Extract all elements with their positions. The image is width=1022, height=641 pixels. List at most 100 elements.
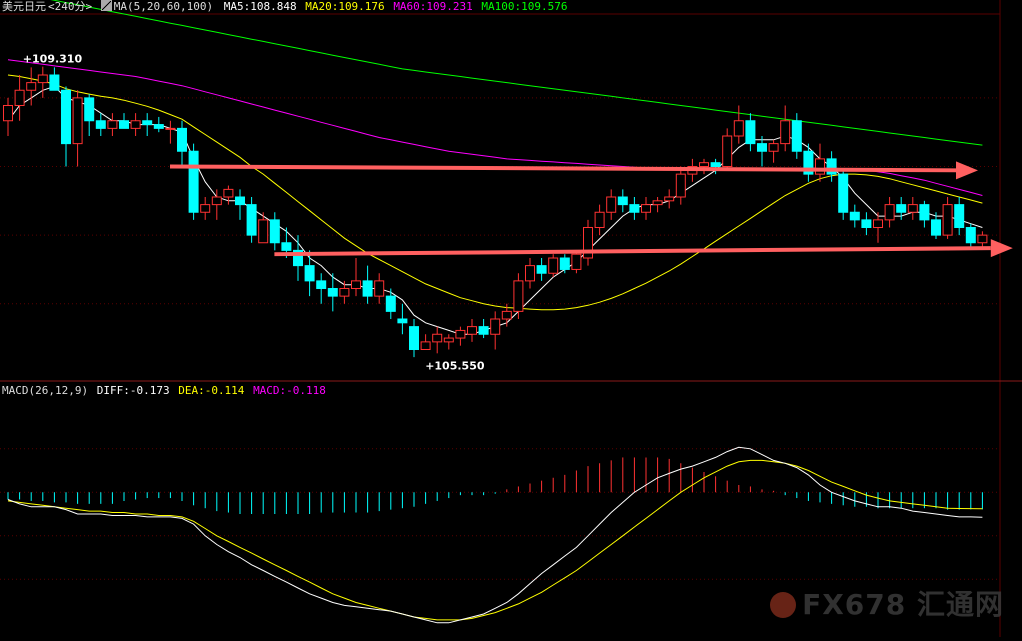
candle-body — [490, 318, 501, 335]
candle-body — [37, 74, 48, 84]
candle-body — [409, 326, 419, 350]
candle-body — [838, 173, 849, 213]
candle-body — [200, 204, 211, 213]
candle-body — [733, 120, 744, 137]
macd-header: MACD(26,12,9) DIFF:-0.173 DEA:-0.114 MAC… — [2, 384, 328, 398]
candle-body — [977, 234, 988, 244]
resistance-line — [169, 164, 957, 173]
ma20-line — [7, 74, 983, 311]
watermark-text: FX678 汇通网 — [802, 588, 1004, 621]
candle-body — [3, 105, 13, 122]
symbol-label: 美元日元 — [2, 0, 46, 13]
ma-params-text: MA(5,20,60,100) — [113, 0, 214, 13]
candle-body — [351, 280, 361, 289]
macd-value-label: MACD:-0.118 — [253, 384, 326, 397]
macd-params-label: MACD(26,12,9) — [2, 384, 89, 397]
candle-body — [664, 196, 675, 202]
ma5-label: MA5:108.848 — [223, 0, 297, 13]
watermark: FX678 汇通网 — [770, 583, 1004, 623]
watermark-logo-icon — [770, 592, 797, 618]
candle-body — [501, 310, 512, 320]
candle-body — [699, 162, 709, 167]
candle-body — [72, 97, 83, 145]
candle-body — [362, 280, 373, 297]
candle-body — [931, 219, 941, 236]
candle-body — [722, 135, 733, 167]
dea-label: DEA:-0.114 — [178, 384, 245, 397]
candle-body — [942, 204, 953, 236]
candle-body — [629, 204, 640, 213]
candle-body — [791, 120, 802, 152]
candle-body — [525, 265, 535, 282]
candle-body — [606, 196, 617, 213]
candle-body — [61, 89, 71, 145]
ma5-line — [7, 85, 983, 335]
candle-body — [954, 204, 965, 228]
candle-body — [188, 150, 199, 213]
candle-body — [49, 74, 60, 91]
candle-body — [536, 265, 547, 274]
candle-body — [896, 204, 907, 213]
dea-line — [7, 459, 983, 621]
candle-body — [675, 173, 686, 198]
candle-body — [513, 280, 524, 312]
candle-body — [153, 124, 164, 129]
candle-body — [594, 211, 605, 228]
candle-body — [803, 150, 814, 175]
candle-body — [815, 158, 825, 175]
diff-label: DIFF:-0.173 — [96, 384, 170, 397]
candle-body — [641, 204, 651, 213]
candle-body — [652, 200, 663, 206]
ma-params-label: MA(5,20,60,100) — [100, 0, 215, 13]
candle-body — [420, 341, 431, 350]
candle-body — [258, 219, 269, 244]
candle-body — [849, 211, 860, 221]
candle-body — [304, 265, 315, 282]
candle-body — [768, 143, 779, 152]
candle-body — [119, 120, 129, 129]
candle-body — [142, 120, 153, 126]
candle-body — [907, 204, 918, 213]
ma100-label: MA100:109.576 — [481, 0, 568, 13]
candle-body — [559, 257, 570, 270]
candle-body — [107, 120, 118, 129]
candle-body — [478, 326, 489, 335]
candle-body — [884, 204, 895, 221]
candle-body — [861, 219, 872, 228]
ma60-label: MA60:109.231 — [393, 0, 473, 13]
support-arrowhead — [990, 239, 1013, 258]
support-line — [274, 246, 991, 257]
low-price-label: +105.550 — [425, 359, 485, 372]
resistance-arrowhead — [956, 161, 978, 180]
candle-body — [235, 196, 245, 206]
candle-body — [269, 219, 280, 244]
candle-body — [246, 204, 257, 236]
high-price-label: +109.310 — [23, 53, 83, 66]
price-header: 美元日元 <240分> MA(5,20,60,100) MA5:108.848 M… — [2, 0, 570, 14]
candle-body — [211, 196, 222, 206]
ma-icon — [100, 0, 112, 11]
candle-body — [95, 120, 106, 129]
candle-body — [281, 242, 292, 251]
candle-body — [397, 318, 408, 324]
candle-body — [548, 257, 559, 274]
candle-body — [571, 253, 582, 270]
candle-body — [617, 196, 628, 206]
period-label: <240分> — [48, 0, 93, 13]
candle-body — [223, 188, 234, 198]
candle-body — [165, 127, 176, 130]
candle-body — [826, 158, 837, 175]
candle-body — [26, 82, 37, 91]
candle-body — [327, 288, 338, 297]
candle-body — [780, 120, 791, 145]
candle-body — [757, 143, 767, 152]
candle-body — [965, 227, 976, 244]
candle-body — [14, 89, 25, 106]
candle-body — [710, 162, 721, 167]
candle-body — [443, 337, 454, 343]
candle-body — [339, 288, 350, 297]
candle-body — [467, 326, 477, 335]
candle-body — [316, 280, 327, 289]
